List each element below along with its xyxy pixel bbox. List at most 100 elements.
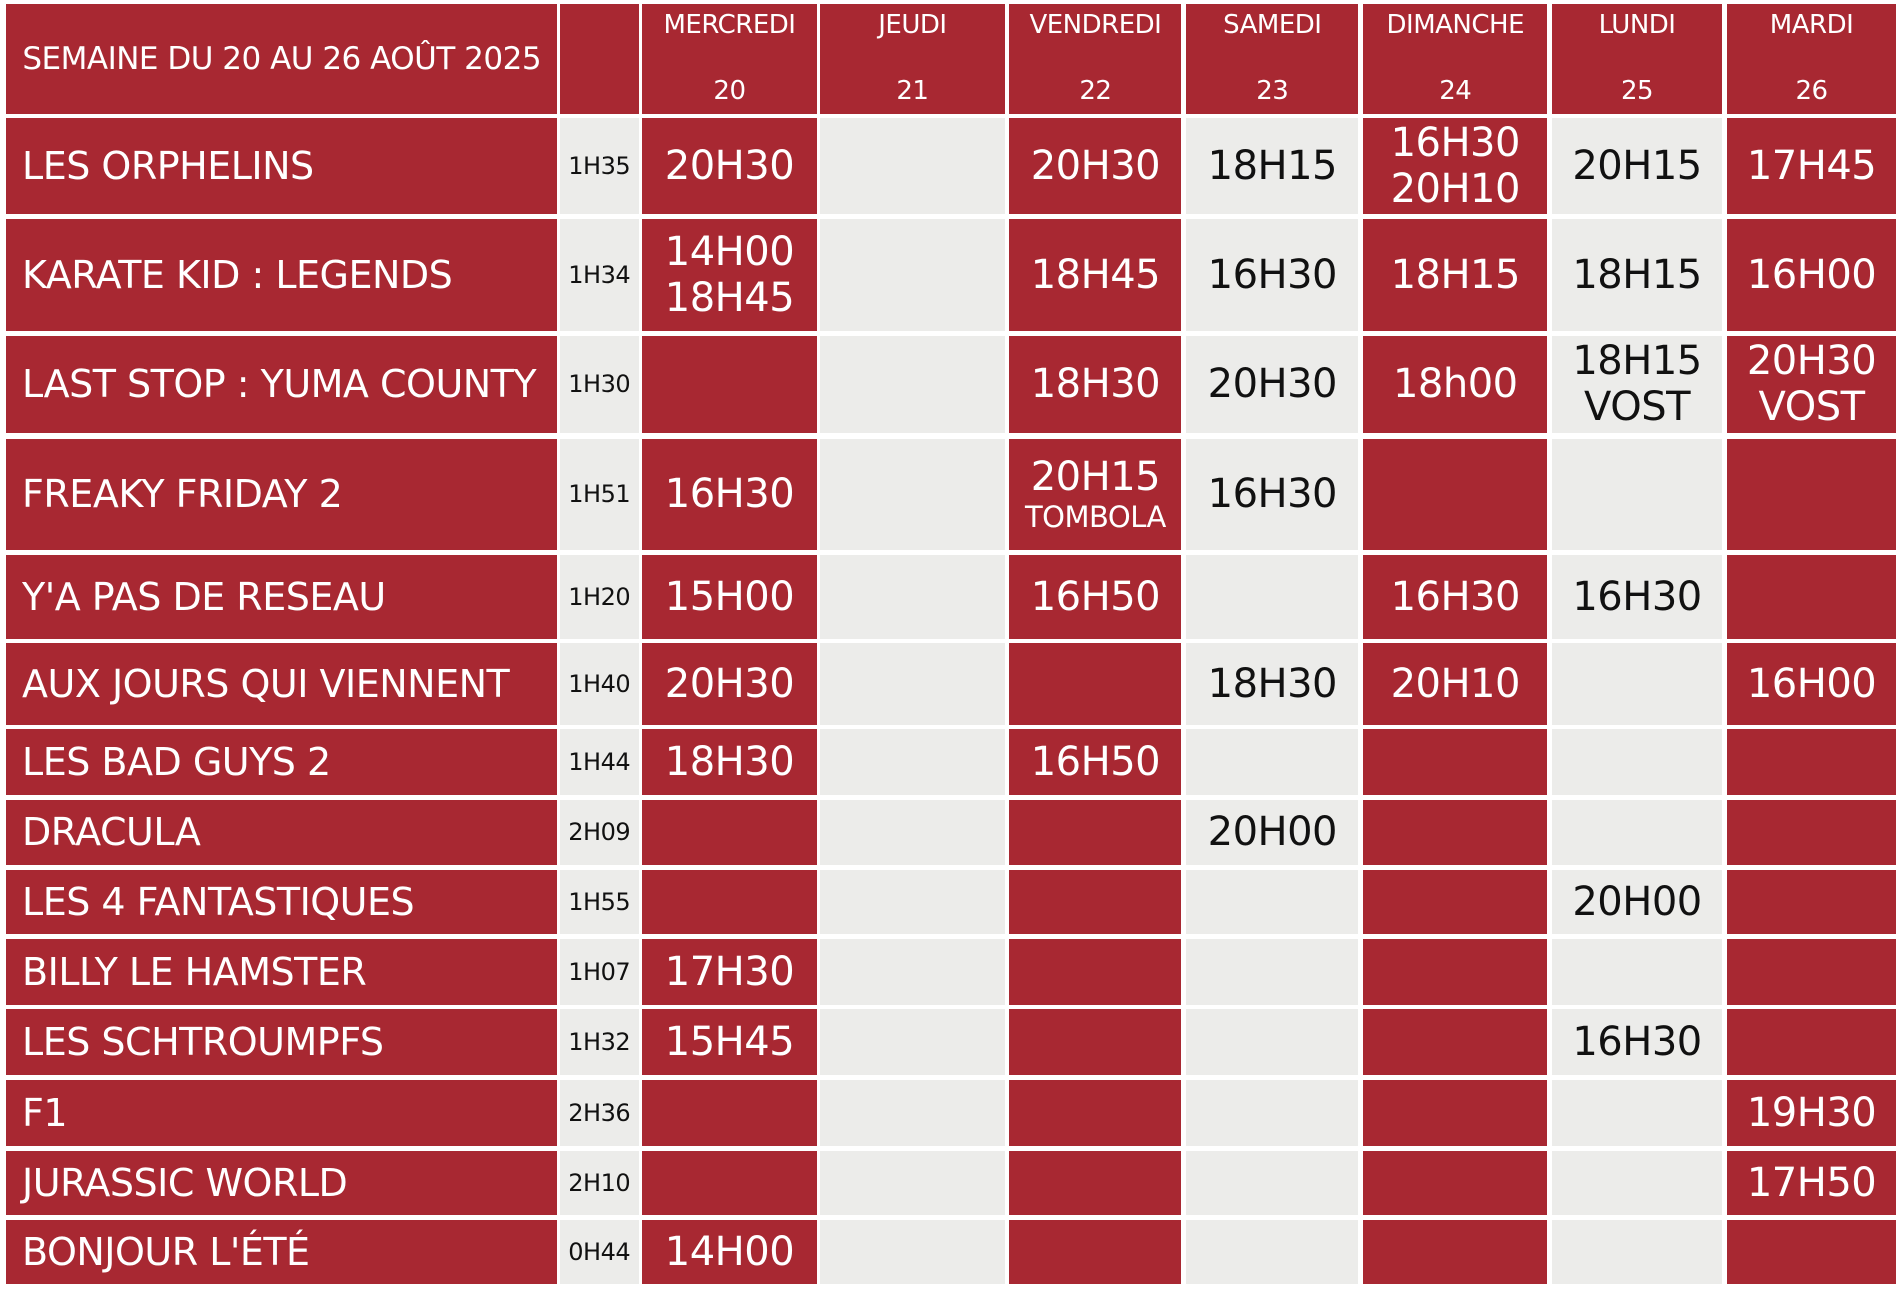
showtime: 18H15 (1207, 143, 1338, 189)
showtime: 20H30 (1030, 143, 1161, 189)
film-title-text: BONJOUR L'ÉTÉ (22, 1230, 310, 1275)
showtime-cell (1186, 870, 1359, 935)
showtime: 18H30 (664, 739, 795, 786)
film-duration-text: 1H34 (568, 261, 631, 290)
film-duration: 2H09 (559, 799, 639, 866)
showtime-cell (1009, 1079, 1182, 1147)
showtime-cell (820, 219, 1005, 331)
showtime-cell (1552, 1151, 1722, 1216)
showtime: 18H15 (1572, 252, 1702, 299)
film-title: BILLY LE HAMSTER (6, 939, 558, 1005)
showtime-cell (1552, 799, 1722, 866)
film-duration-text: 1H44 (568, 748, 631, 777)
day-date: 25 (1620, 75, 1654, 106)
film-duration-text: 1H07 (568, 957, 631, 986)
film-duration-text: 2H36 (568, 1098, 631, 1127)
day-date: 26 (1795, 75, 1828, 106)
film-title-text: FREAKY FRIDAY 2 (22, 472, 343, 517)
day-header-mardi: MARDI 26 (1726, 3, 1897, 114)
showtime: 20H10 (1390, 166, 1521, 212)
showtime-cell: 16H30 (1552, 554, 1722, 639)
showtime-cell: 20H30 (642, 643, 817, 725)
showtime-cell (1009, 1009, 1182, 1075)
film-title: FREAKY FRIDAY 2 (6, 438, 558, 551)
showtime-cell (820, 799, 1005, 866)
showtime: 20H10 (1390, 661, 1521, 707)
showtime-cell: 18H15 (1363, 219, 1548, 331)
film-duration: 2H10 (559, 1151, 639, 1216)
film-duration-text: 1H30 (568, 370, 631, 399)
showtime: 17H45 (1746, 143, 1877, 189)
showtime-cell: 18H45 (1009, 219, 1182, 331)
showtime: 18H45 (664, 275, 795, 322)
showtime-cell (820, 335, 1005, 433)
showtime-cell: 16H30 (1552, 1009, 1722, 1075)
showtime-cell: 16H30 (1363, 554, 1548, 639)
film-duration: 0H44 (559, 1220, 639, 1285)
showtime: 16H00 (1746, 252, 1877, 299)
showtime-cell (1552, 1220, 1722, 1285)
day-date: 23 (1256, 75, 1289, 106)
showtime: 17H30 (664, 948, 795, 995)
film-title-text: Y'A PAS DE RESEAU (22, 574, 386, 619)
film-title: DRACULA (6, 799, 558, 866)
day-header-jeudi: JEUDI 21 (820, 3, 1005, 114)
showtime-cell (1009, 799, 1182, 866)
showtime-cell (1009, 870, 1182, 935)
showtime: 16H30 (1572, 1019, 1702, 1066)
showtime-cell (1009, 1220, 1182, 1285)
showtime-cell: 14H00 18H45 (642, 219, 817, 331)
showtime: 16H50 (1030, 739, 1161, 786)
showtime-cell (1726, 870, 1897, 935)
day-name: VENDREDI (1029, 9, 1162, 40)
showtime-cell (1009, 939, 1182, 1005)
showtime: 14H00 (664, 1229, 795, 1276)
day-header-vendredi: VENDREDI 22 (1009, 3, 1182, 114)
showtime-cell: 20H15 (1552, 117, 1722, 215)
showtime-cell (1186, 554, 1359, 639)
film-title: AUX JOURS QUI VIENNENT (6, 643, 558, 725)
showtime-cell: 20H30 (642, 117, 817, 215)
film-duration: 2H36 (559, 1079, 639, 1147)
showtime-cell (820, 554, 1005, 639)
showtime-cell: 16H30 (1186, 438, 1359, 551)
showtime-cell: 19H30 (1726, 1079, 1897, 1147)
showtime-cell (642, 799, 817, 866)
showtime: 18h00 (1392, 361, 1518, 408)
showtime-cell (1552, 729, 1722, 795)
showtime-cell (1363, 1151, 1548, 1216)
film-title-text: JURASSIC WORLD (22, 1161, 348, 1206)
showtime-cell (1363, 729, 1548, 795)
film-title: BONJOUR L'ÉTÉ (6, 1220, 558, 1285)
film-duration: 1H32 (559, 1009, 639, 1075)
showtime-cell (1186, 1151, 1359, 1216)
showtime-cell (1726, 1009, 1897, 1075)
week-label: SEMAINE DU 20 AU 26 AOÛT 2025 (6, 3, 558, 114)
day-name: DIMANCHE (1386, 9, 1525, 40)
showtime-cell: 20H30 VOST (1726, 335, 1897, 433)
film-title: LES ORPHELINS (6, 117, 558, 215)
film-title: LAST STOP : YUMA COUNTY (6, 335, 558, 433)
showtime: 20H30 (664, 143, 795, 189)
day-date: 20 (713, 75, 746, 106)
showtime: VOST (1584, 384, 1691, 431)
showtime: 16H30 (1572, 573, 1702, 620)
day-date: 21 (896, 75, 929, 106)
film-duration: 1H51 (559, 438, 639, 551)
showtime-cell (1552, 1079, 1722, 1147)
showtime-cell: 18H15 VOST (1552, 335, 1722, 433)
showtime-cell: 18H15 (1552, 219, 1722, 331)
showtime-cell: 16H50 (1009, 729, 1182, 795)
showtime-cell (1186, 1220, 1359, 1285)
showtime-cell (1363, 1009, 1548, 1075)
film-duration-text: 1H51 (568, 480, 631, 509)
showtime-cell: 16H00 (1726, 219, 1897, 331)
showtime-cell (642, 1079, 817, 1147)
showtime-cell (820, 1009, 1005, 1075)
showtime-cell: 17H50 (1726, 1151, 1897, 1216)
showtime: 18H45 (1030, 252, 1161, 299)
showtime-cell: 17H30 (642, 939, 817, 1005)
film-duration-text: 2H09 (568, 818, 631, 847)
showtime: 18H30 (1207, 661, 1338, 707)
